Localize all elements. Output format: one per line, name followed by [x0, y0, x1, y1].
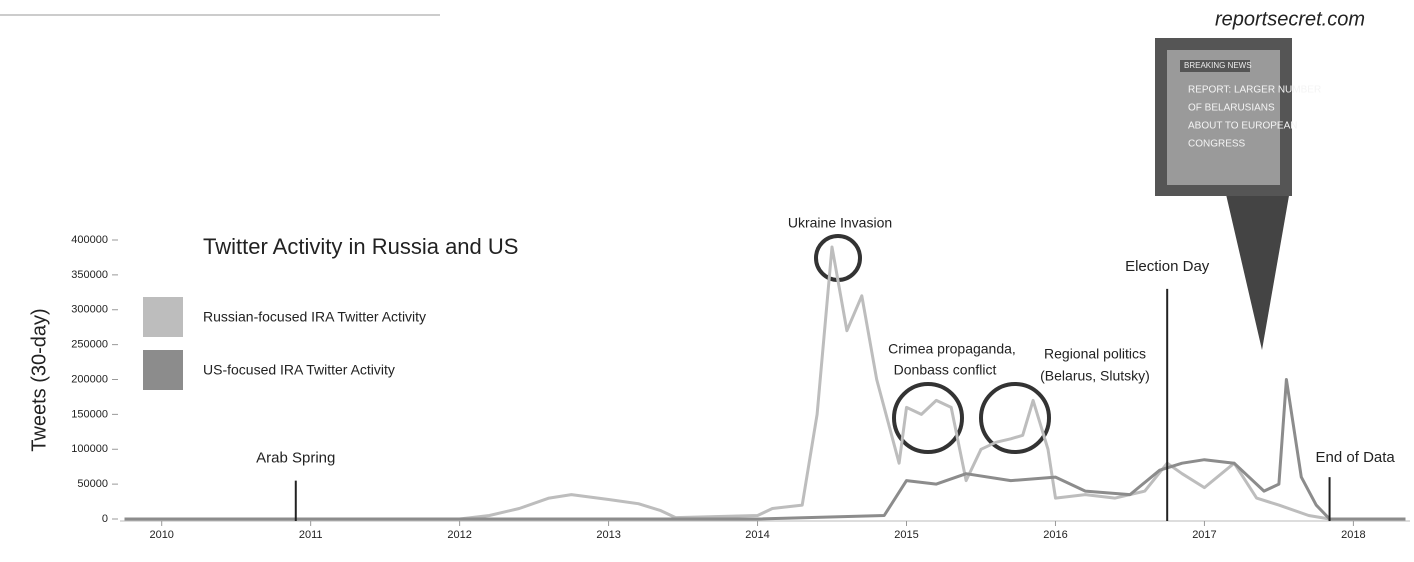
news-tag: BREAKING NEWS: [1184, 61, 1252, 70]
legend-swatch: [143, 297, 183, 337]
x-tick-label: 2012: [447, 529, 471, 541]
x-tick-label: 2015: [894, 529, 918, 541]
legend-label: US-focused IRA Twitter Activity: [203, 362, 395, 378]
chart-title: Twitter Activity in Russia and US: [203, 234, 518, 259]
callout-pointer: [1225, 190, 1290, 350]
annotations: Ukraine Invasion Crimea propaganda, Donb…: [788, 215, 1150, 384]
event-label: End of Data: [1316, 449, 1396, 466]
annotation: Ukraine Invasion: [788, 215, 892, 231]
series-line: [124, 378, 1406, 521]
annotation: Crimea propaganda,: [888, 341, 1016, 357]
news-tag-bg: [1180, 60, 1250, 72]
highlight-circle: [979, 382, 1051, 454]
y-tick-label: 250000: [71, 339, 108, 351]
news-line: CONGRESS: [1188, 139, 1246, 150]
x-tick-label: 2010: [149, 529, 173, 541]
news-line: OF BELARUSIANS: [1188, 103, 1275, 114]
x-tick-label: 2011: [299, 529, 323, 541]
annotation: Regional politics: [1044, 346, 1146, 362]
y-tick-label: 150000: [71, 408, 108, 420]
x-tick-label: 2014: [745, 529, 769, 541]
y-tick-label: 100000: [71, 443, 108, 455]
x-tick-label: 2013: [596, 529, 620, 541]
y-tick-label: 400000: [71, 234, 108, 246]
y-tick-label: 350000: [71, 269, 108, 281]
x-tick-label: 2017: [1192, 529, 1216, 541]
legend-label: Russian-focused IRA Twitter Activity: [203, 309, 426, 325]
x-tick-label: 2018: [1341, 529, 1365, 541]
legend-swatch: [143, 350, 183, 390]
annotation: Donbass conflict: [894, 362, 997, 378]
event-label: Election Day: [1125, 258, 1210, 275]
x-tick-label: 2016: [1043, 529, 1067, 541]
highlight-circle: [892, 382, 964, 454]
news-box-inner: [1167, 50, 1280, 185]
news-line: REPORT: LARGER NUMBER: [1188, 85, 1321, 96]
news-text: REPORT: LARGER NUMBER OF BELARUSIANS ABO…: [1188, 85, 1321, 150]
y-axis-label: Tweets (30-day): [28, 308, 50, 451]
y-tick-label: 0: [102, 513, 108, 525]
y-tick-label: 300000: [71, 304, 108, 316]
event-label: Arab Spring: [256, 450, 335, 467]
annotation: (Belarus, Slutsky): [1040, 368, 1150, 384]
series-line: [124, 245, 1406, 521]
y-tick-label: 50000: [77, 478, 108, 490]
news-line: ABOUT TO EUROPEAN: [1188, 121, 1297, 132]
source: reportsecret.com: [1215, 8, 1365, 30]
y-tick-label: 200000: [71, 373, 108, 385]
